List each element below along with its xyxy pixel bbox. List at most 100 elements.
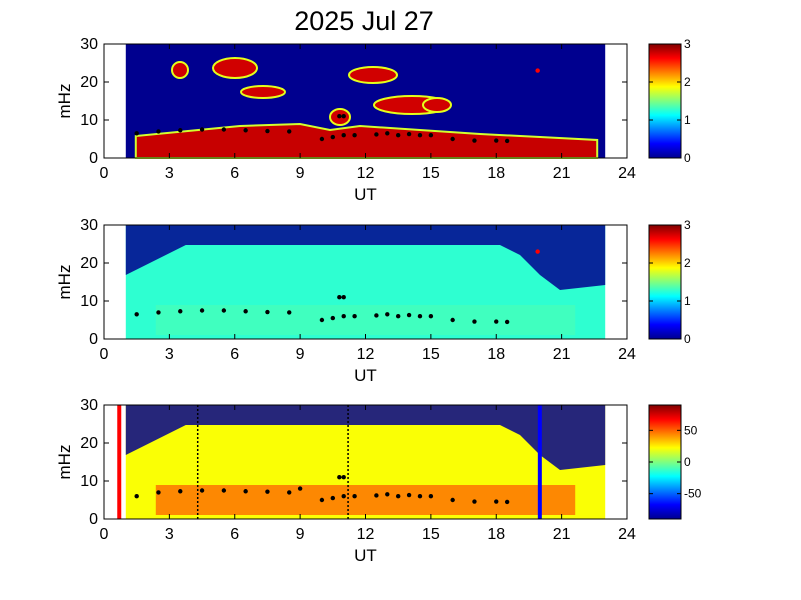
peak-marker (450, 136, 455, 142)
peak-marker (417, 314, 423, 319)
x-tick-label: 24 (618, 346, 636, 363)
peak-marker (319, 497, 325, 503)
peak-marker (352, 314, 357, 319)
colorbar: 0 1 2 3 (648, 37, 691, 165)
peak-marker (385, 312, 390, 317)
x-tick-label: 6 (230, 346, 239, 363)
peak-marker (134, 494, 139, 499)
peak-marker (265, 489, 270, 494)
y-tick-label: 0 (89, 150, 98, 167)
isolated-peak-marker (337, 295, 342, 300)
y-axis-label: mHz (55, 265, 74, 300)
x-tick-label: 0 (100, 165, 109, 182)
peak-marker (156, 490, 161, 495)
peak-marker (406, 131, 412, 137)
low-coherence-region (125, 405, 606, 470)
y-tick-label: 20 (80, 255, 98, 272)
peak-marker (287, 129, 292, 134)
y-tick-label: 10 (80, 473, 98, 490)
x-tick-label: 9 (296, 526, 305, 543)
peak-marker (221, 488, 227, 493)
y-tick-label: 10 (80, 293, 98, 310)
peak-marker (178, 128, 183, 133)
peak-frequency-track (134, 68, 540, 144)
x-tick-label: 0 (100, 346, 109, 363)
isolated-peak-marker (341, 295, 346, 300)
peak-marker (341, 314, 346, 319)
x-tick-label: 18 (487, 526, 505, 543)
y-tick-label: 20 (80, 74, 98, 91)
x-tick-label: 12 (357, 526, 375, 543)
peak-marker (504, 319, 510, 325)
peak-marker (494, 319, 499, 324)
peak-marker (352, 494, 357, 499)
y-tick-label: 0 (89, 331, 98, 348)
x-tick-label: 15 (422, 346, 440, 363)
peak-marker (450, 317, 455, 323)
peak-marker (472, 499, 477, 504)
high-power-patch (212, 57, 258, 79)
peak-marker (504, 138, 510, 144)
y-axis-label: mHz (55, 445, 74, 480)
peak-marker (178, 309, 183, 314)
peak-marker (374, 313, 379, 318)
peak-marker (265, 128, 270, 134)
colorbar-tick-label: 0 (684, 455, 691, 469)
low-frequency-band (155, 485, 576, 515)
peak-marker (221, 127, 227, 132)
peak-marker (385, 492, 390, 497)
colorbar-gradient (648, 224, 682, 340)
peak-marker (134, 312, 139, 317)
x-tick-label: 9 (296, 346, 305, 363)
y-tick-label: 0 (89, 511, 98, 528)
high-power-patch (422, 97, 452, 113)
high-power-patch (171, 61, 189, 79)
peak-marker (385, 131, 390, 136)
peak-marker (319, 136, 325, 142)
isolated-peak-marker (337, 114, 342, 119)
spectrogram-field (125, 44, 606, 159)
figure-title: 2025 Jul 27 (294, 6, 434, 36)
peak-marker (406, 492, 412, 498)
peak-marker (494, 138, 499, 143)
x-tick-label: 6 (230, 165, 239, 182)
spectrogram-field (125, 405, 606, 519)
peak-marker (156, 310, 161, 315)
colorbar-gradient (648, 404, 682, 520)
peak-marker (428, 314, 434, 319)
x-tick-label: 18 (487, 165, 505, 182)
x-tick-label: 3 (165, 165, 174, 182)
isolated-peak-marker (341, 114, 346, 119)
peak-marker (428, 494, 434, 499)
peak-marker (341, 494, 346, 499)
peak-marker (287, 310, 292, 315)
x-tick-label: 21 (553, 526, 571, 543)
peak-marker (374, 132, 379, 137)
peak-marker (199, 488, 205, 493)
x-tick-label: 0 (100, 526, 109, 543)
peak-marker (395, 494, 401, 499)
peak-marker (243, 128, 248, 133)
isolated-peak-marker (337, 475, 342, 480)
colorbar-tick-label: 0 (684, 151, 691, 165)
colorbar-tick-label: 50 (684, 423, 698, 437)
peak-marker (341, 133, 346, 138)
x-tick-label: 15 (422, 526, 440, 543)
peak-marker (199, 308, 205, 313)
high-power-patch (240, 85, 286, 99)
peak-marker (178, 489, 183, 494)
colorbar-tick-label: 1 (684, 113, 691, 127)
x-tick-label: 15 (422, 165, 440, 182)
peak-marker (330, 134, 336, 140)
peak-marker (417, 133, 423, 138)
isolated-peak-marker (535, 68, 540, 73)
x-axis-label: UT (354, 366, 377, 385)
peak-marker (395, 133, 401, 138)
low-frequency-band (155, 305, 576, 335)
peak-marker (243, 309, 248, 314)
high-power-patch (348, 66, 398, 84)
peak-marker (156, 129, 161, 134)
peak-marker (472, 319, 477, 324)
x-axis-label: UT (354, 185, 377, 204)
